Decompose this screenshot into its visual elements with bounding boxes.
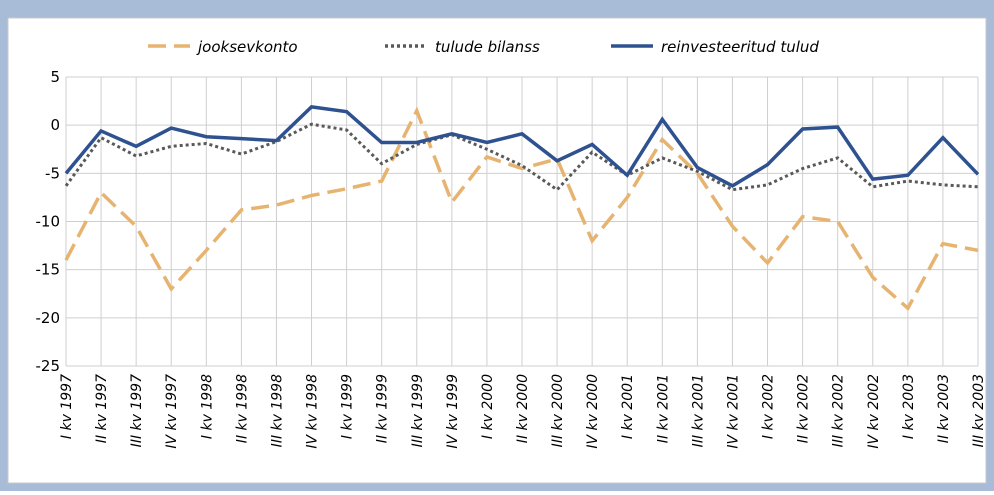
series-line xyxy=(64,106,979,311)
x-tick-label: II kv 2001 xyxy=(655,374,671,443)
y-tick-label: -15 xyxy=(36,261,61,279)
x-tick-label: III kv 2002 xyxy=(831,374,847,447)
x-tick-label: I kv 1998 xyxy=(199,374,215,439)
legend-label: jooksevkonto xyxy=(196,38,298,56)
x-tick-label: III kv 2000 xyxy=(550,374,566,447)
x-tick-label: III kv 1997 xyxy=(129,374,145,447)
series-line xyxy=(64,105,980,188)
x-tick-label: II kv 1997 xyxy=(94,374,110,443)
x-tick-label: I kv 1997 xyxy=(59,374,75,439)
x-tick-label: II kv 1999 xyxy=(375,374,391,443)
y-tick-label: -5 xyxy=(45,164,60,182)
x-tick-label: IV kv 1998 xyxy=(305,374,321,449)
legend-label: tulude bilanss xyxy=(435,38,540,56)
x-tick-label: III kv 1998 xyxy=(269,374,285,447)
y-tick-label: 0 xyxy=(50,116,60,134)
y-tick-label: -10 xyxy=(36,213,61,231)
y-tick-label: 5 xyxy=(50,68,60,86)
x-tick-label: I kv 2003 xyxy=(901,374,917,439)
y-tick-label: -25 xyxy=(36,357,61,375)
x-tick-label: I kv 2001 xyxy=(620,374,636,439)
x-tick-label: III kv 2001 xyxy=(690,374,706,447)
x-tick-label: IV kv 2002 xyxy=(866,374,882,449)
y-tick-label: -20 xyxy=(36,309,61,327)
x-tick-label: IV kv 1999 xyxy=(445,374,461,449)
x-tick-label: II kv 1998 xyxy=(234,374,250,443)
x-tick-label: I kv 2000 xyxy=(480,374,496,439)
x-tick-label: IV kv 2001 xyxy=(725,374,741,449)
x-tick-label: III kv 1999 xyxy=(410,374,426,447)
x-tick-label: II kv 2003 xyxy=(936,374,952,443)
x-tick-label: II kv 2002 xyxy=(796,374,812,443)
x-tick-label: I kv 1999 xyxy=(340,374,356,439)
x-tick-label: IV kv 2000 xyxy=(585,374,601,449)
x-tick-label: II kv 2000 xyxy=(515,374,531,443)
x-tick-label: IV kv 1997 xyxy=(164,374,180,449)
x-tick-label: III kv 2003 xyxy=(971,374,987,447)
series-line xyxy=(64,122,979,192)
legend-label: reinvesteeritud tulud xyxy=(661,38,819,56)
x-tick-label: I kv 2002 xyxy=(761,374,777,439)
